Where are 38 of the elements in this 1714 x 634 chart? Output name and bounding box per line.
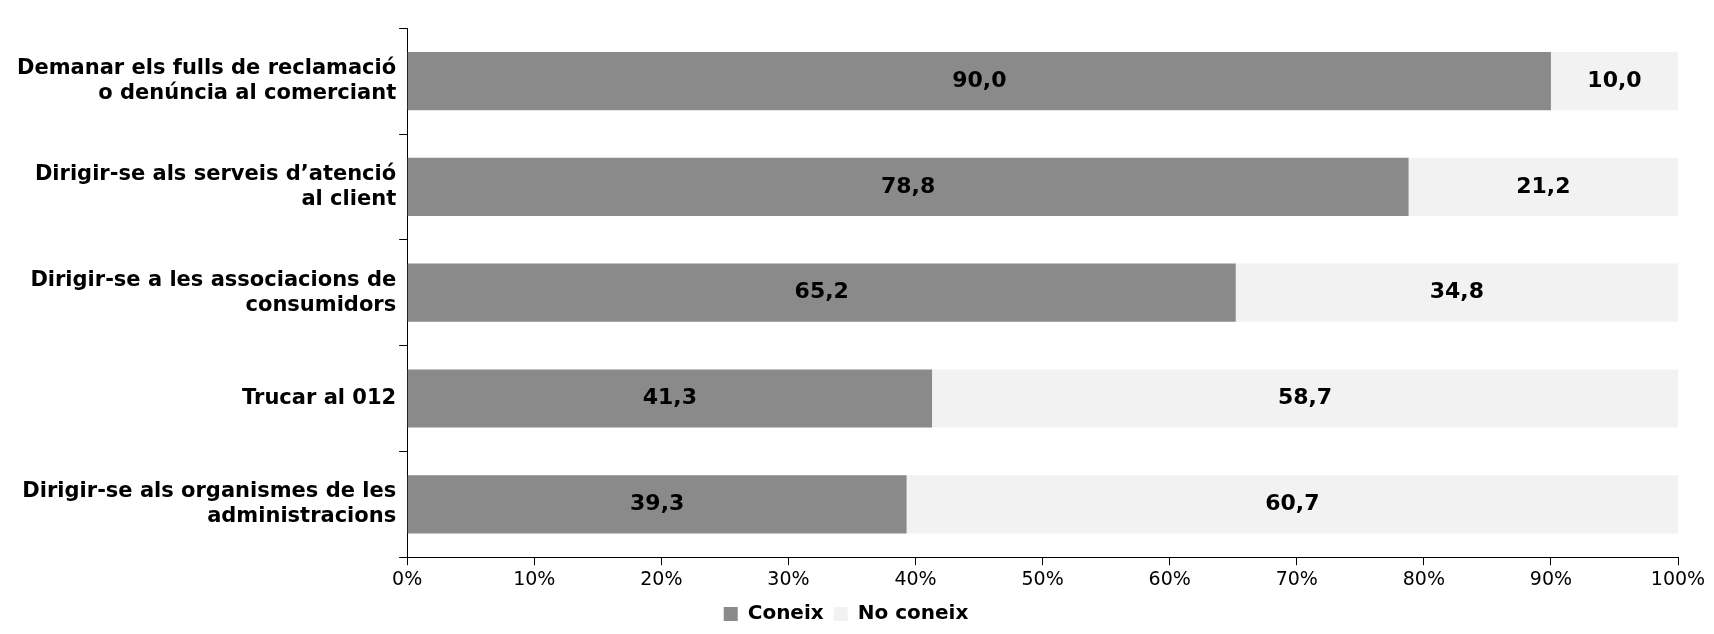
x-tick-label: 70% <box>1275 566 1318 589</box>
data-label: 39,3 <box>630 490 685 516</box>
x-tick-label: 20% <box>640 566 683 589</box>
x-tick-label: 40% <box>894 566 937 589</box>
data-label: 90,0 <box>952 66 1007 92</box>
x-tick-label: 80% <box>1402 566 1445 589</box>
y-tick-label: Dirigir-se als organismes de les administracions <box>22 478 397 528</box>
y-tick-label: Demanar els fulls de reclamació o denúncia al comerciant <box>16 54 397 105</box>
data-label: 41,3 <box>642 384 697 410</box>
x-tick-label: 50% <box>1021 566 1064 589</box>
bar <box>906 475 1678 534</box>
x-tick-label: 100% <box>1650 566 1706 589</box>
bar <box>407 52 1551 111</box>
data-label: 21,2 <box>1516 172 1571 198</box>
x-tick-label: 10% <box>513 566 556 589</box>
x-tick-label: 60% <box>1148 566 1191 589</box>
x-tick-label: 90% <box>1529 566 1573 589</box>
y-tick-label: Trucar al 012 <box>242 384 397 409</box>
bar <box>932 369 1678 428</box>
x-tick-label: 30% <box>767 566 810 589</box>
bar <box>1408 157 1678 216</box>
bar <box>407 369 933 428</box>
data-label: 10,0 <box>1587 66 1642 92</box>
bar <box>407 475 907 534</box>
data-label: 58,7 <box>1277 384 1333 410</box>
bar <box>407 263 1236 322</box>
data-label: 60,7 <box>1265 490 1320 516</box>
bar <box>1235 263 1678 322</box>
legend-label: Coneix <box>747 600 824 625</box>
y-tick-label: Dirigir-se als serveis d’atenció al client <box>34 160 397 210</box>
y-tick-label: Dirigir-se a les associacions de consumidors <box>30 266 397 316</box>
data-label: 78,8 <box>881 172 936 198</box>
bar <box>407 157 1409 216</box>
data-label: 65,2 <box>794 278 849 304</box>
legend-label: No coneix <box>857 600 969 625</box>
data-label: 34,8 <box>1429 278 1485 304</box>
x-tick-label: 0% <box>392 566 423 589</box>
bar <box>1550 52 1678 111</box>
